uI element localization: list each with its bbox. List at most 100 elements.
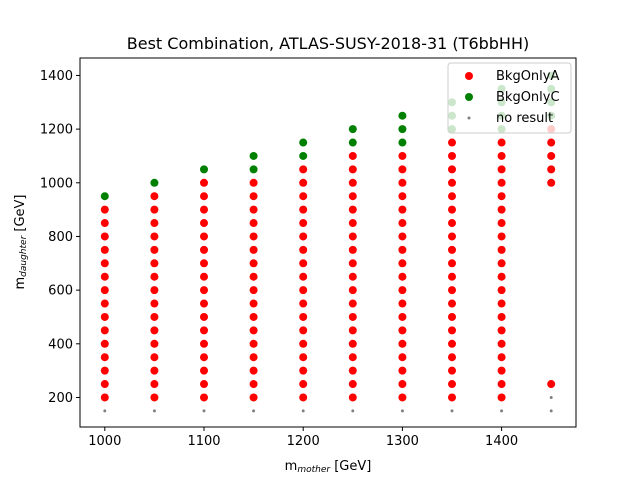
point-bkgonlya bbox=[299, 353, 308, 362]
point-bkgonlya bbox=[100, 353, 109, 362]
point-bkgonlyc bbox=[348, 125, 357, 134]
point-bkgonlya bbox=[200, 339, 208, 348]
point-bkgonlya bbox=[249, 219, 258, 228]
point-bkgonlya bbox=[398, 259, 407, 268]
point-bkgonlya bbox=[348, 192, 357, 201]
point-no-result bbox=[400, 409, 404, 413]
x-tick-label: 1300 bbox=[386, 434, 419, 449]
point-bkgonlya bbox=[497, 272, 506, 281]
point-bkgonlya bbox=[348, 219, 357, 228]
point-bkgonlya bbox=[249, 259, 258, 268]
point-bkgonlya bbox=[348, 312, 357, 321]
point-bkgonlya bbox=[398, 286, 407, 295]
point-bkgonlya bbox=[448, 192, 456, 201]
point-bkgonlya bbox=[497, 165, 506, 174]
point-bkgonlya bbox=[299, 380, 308, 389]
point-bkgonlya bbox=[497, 380, 506, 389]
point-bkgonlya bbox=[448, 219, 456, 228]
point-bkgonlya bbox=[100, 299, 109, 308]
point-bkgonlya bbox=[249, 366, 258, 375]
point-bkgonlya bbox=[448, 393, 456, 402]
point-bkgonlya bbox=[547, 178, 556, 187]
point-bkgonlya bbox=[299, 232, 308, 241]
point-bkgonlya bbox=[448, 272, 456, 281]
point-no-result bbox=[202, 409, 206, 413]
y-tick-label: 800 bbox=[48, 230, 73, 245]
point-bkgonlya bbox=[299, 366, 308, 375]
point-bkgonlya bbox=[448, 326, 456, 335]
point-bkgonlya bbox=[398, 151, 407, 160]
y-axis-ticks: 200 400 600 800 1000 1200 1400 bbox=[40, 69, 80, 406]
point-bkgonlya bbox=[249, 232, 258, 241]
point-bkgonlya bbox=[150, 205, 159, 214]
point-bkgonlya bbox=[100, 366, 109, 375]
point-bkgonlya bbox=[100, 245, 109, 254]
point-bkgonlya bbox=[448, 232, 456, 241]
point-bkgonlyc bbox=[398, 138, 407, 147]
point-no-result bbox=[549, 409, 553, 413]
point-bkgonlya bbox=[249, 192, 258, 201]
point-bkgonlya bbox=[398, 232, 407, 241]
point-bkgonlya bbox=[200, 259, 208, 268]
point-bkgonlya bbox=[497, 339, 506, 348]
y-tick-label: 200 bbox=[48, 391, 73, 406]
x-tick-label: 1100 bbox=[187, 434, 220, 449]
legend-box bbox=[447, 62, 572, 134]
point-no-result bbox=[301, 409, 305, 413]
point-bkgonlyc bbox=[299, 138, 308, 147]
x-axis-label: mmother [GeV] bbox=[285, 459, 372, 475]
point-bkgonlya bbox=[299, 259, 308, 268]
point-bkgonlya bbox=[150, 312, 159, 321]
point-bkgonlya bbox=[150, 286, 159, 295]
point-bkgonlya bbox=[299, 312, 308, 321]
point-bkgonlya bbox=[448, 339, 456, 348]
point-bkgonlyc bbox=[200, 165, 208, 174]
point-bkgonlya bbox=[249, 205, 258, 214]
x-tick-label: 1200 bbox=[287, 434, 320, 449]
point-bkgonlya bbox=[249, 339, 258, 348]
point-bkgonlya bbox=[200, 219, 208, 228]
point-bkgonlya bbox=[200, 299, 208, 308]
point-no-result bbox=[351, 409, 355, 413]
point-bkgonlya bbox=[150, 380, 159, 389]
point-bkgonlya bbox=[448, 245, 456, 254]
point-bkgonlya bbox=[497, 259, 506, 268]
point-bkgonlya bbox=[497, 299, 506, 308]
legend-label-no-result: no result bbox=[496, 111, 553, 126]
point-bkgonlya bbox=[398, 353, 407, 362]
point-bkgonlya bbox=[398, 272, 407, 281]
point-bkgonlya bbox=[100, 326, 109, 335]
point-bkgonlya bbox=[348, 299, 357, 308]
point-bkgonlya bbox=[200, 286, 208, 295]
point-bkgonlya bbox=[249, 245, 258, 254]
chart-title: Best Combination, ATLAS-SUSY-2018-31 (T6… bbox=[127, 34, 529, 53]
point-bkgonlya bbox=[150, 339, 159, 348]
point-bkgonlya bbox=[299, 339, 308, 348]
point-bkgonlya bbox=[299, 205, 308, 214]
point-bkgonlya bbox=[299, 219, 308, 228]
point-bkgonlya bbox=[497, 219, 506, 228]
point-bkgonlya bbox=[200, 205, 208, 214]
point-bkgonlya bbox=[100, 286, 109, 295]
point-bkgonlya bbox=[398, 393, 407, 402]
y-axis-label-sub: daughter bbox=[19, 234, 29, 276]
point-bkgonlya bbox=[200, 380, 208, 389]
point-bkgonlya bbox=[398, 312, 407, 321]
x-axis-label-sub: mother bbox=[297, 465, 331, 475]
y-tick-label: 1200 bbox=[40, 123, 73, 138]
x-tick-label: 1000 bbox=[88, 434, 121, 449]
point-bkgonlya bbox=[249, 393, 258, 402]
point-bkgonlya bbox=[398, 192, 407, 201]
point-bkgonlya bbox=[348, 380, 357, 389]
point-bkgonlya bbox=[497, 205, 506, 214]
point-bkgonlyc bbox=[398, 125, 407, 134]
point-bkgonlyc bbox=[249, 151, 258, 160]
point-no-result bbox=[152, 409, 156, 413]
point-bkgonlya bbox=[398, 326, 407, 335]
x-tick-label: 1400 bbox=[485, 434, 518, 449]
x-axis-ticks: 1000 1100 1200 1300 1400 bbox=[88, 427, 518, 449]
point-bkgonlya bbox=[100, 339, 109, 348]
point-bkgonlya bbox=[547, 165, 556, 174]
point-bkgonlya bbox=[150, 245, 159, 254]
